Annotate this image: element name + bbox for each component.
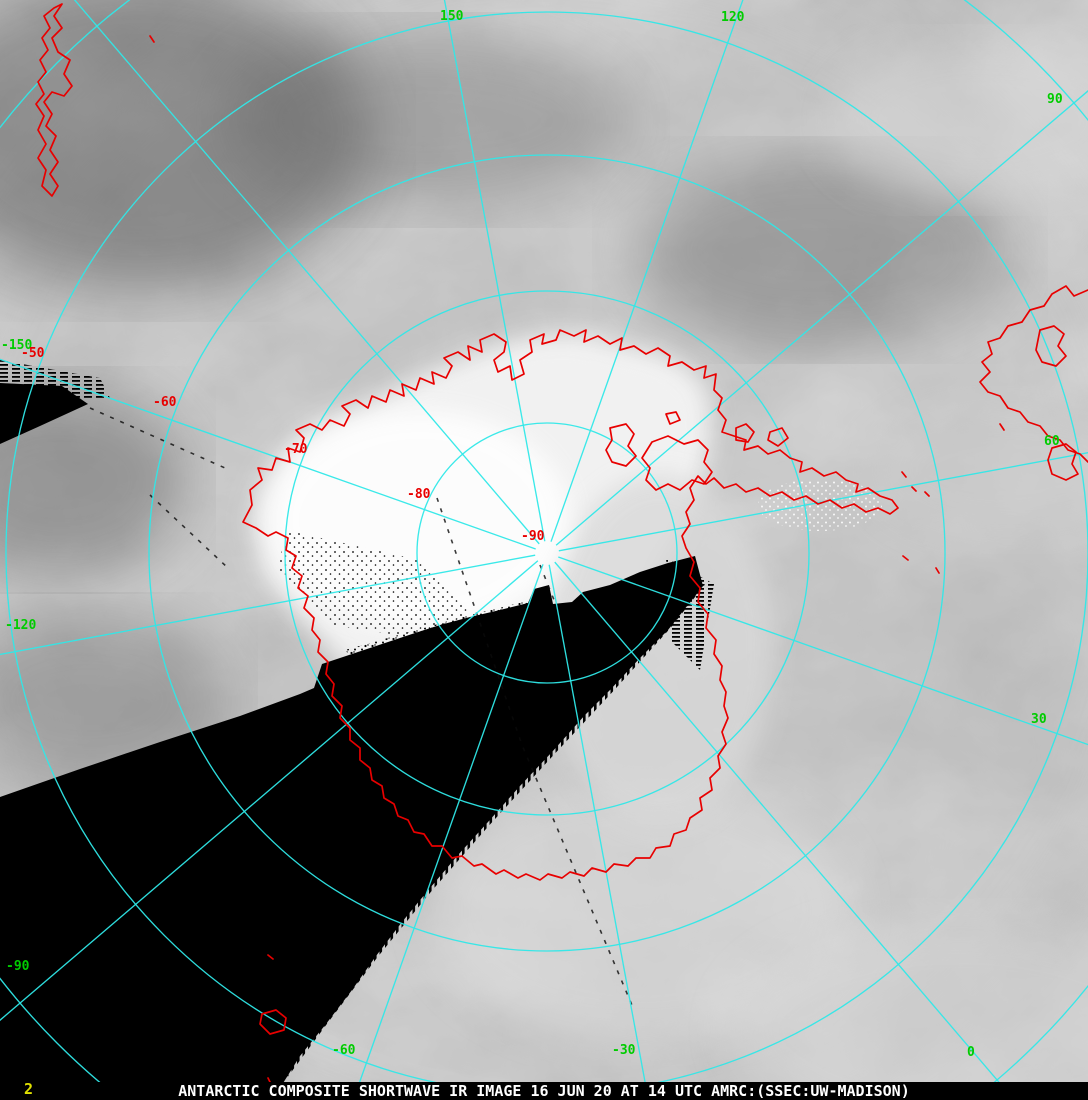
longitude-label: 120 xyxy=(721,10,745,25)
meridian-line xyxy=(548,564,646,1082)
scan-artifact-line xyxy=(149,494,229,569)
longitude-label: 0 xyxy=(967,1045,975,1060)
latitude-circle--60 xyxy=(148,154,946,952)
meridian-line xyxy=(554,561,1000,1082)
meridian-line xyxy=(0,560,539,1022)
longitude-label: 30 xyxy=(1031,712,1047,727)
peninsula-inner-coast2 xyxy=(605,423,637,467)
missing-data-swath-main xyxy=(0,556,703,1088)
upper-left-feather xyxy=(0,360,110,406)
caption-bar: ANTARCTIC COMPOSITE SHORTWAVE IR IMAGE 1… xyxy=(0,1082,1088,1100)
swath-serration-edge xyxy=(275,575,705,1077)
longitude-label: 150 xyxy=(440,9,464,24)
meridian-line xyxy=(558,556,1088,746)
meridian-line xyxy=(550,0,744,542)
meridian-line xyxy=(558,452,1088,552)
islet-mark xyxy=(999,423,1005,431)
longitude-label: -60 xyxy=(332,1043,356,1058)
latitude-circle--50 xyxy=(5,11,1088,1082)
meridian-line xyxy=(73,0,540,545)
longitude-label: -90 xyxy=(6,959,30,974)
swath-feather-tip xyxy=(666,558,714,670)
scan-artifact-line xyxy=(436,497,635,1011)
meridian-line xyxy=(358,564,544,1082)
antarctica-coastline xyxy=(242,329,899,881)
latitude-circle--80 xyxy=(416,422,678,684)
latitude-circle--70 xyxy=(284,290,810,816)
island xyxy=(665,411,681,425)
latitude-label: -50 xyxy=(21,346,45,361)
new-zealand-coastline xyxy=(35,3,73,197)
meridian-line xyxy=(443,0,546,542)
latitude-label: -90 xyxy=(521,529,545,544)
east-landmass-loop xyxy=(1035,325,1067,367)
islet-mark xyxy=(267,954,274,1082)
latitude-label: -80 xyxy=(407,487,431,502)
east-landmass-coastline xyxy=(979,285,1088,463)
latitude-label: -60 xyxy=(153,395,177,410)
longitude-label: -120 xyxy=(5,618,37,633)
coastlines xyxy=(35,3,1088,1082)
islet-mark xyxy=(149,35,155,43)
peter-island xyxy=(259,1009,287,1035)
caption-text: ANTARCTIC COMPOSITE SHORTWAVE IR IMAGE 1… xyxy=(178,1081,910,1100)
latitude-label: -70 xyxy=(284,442,308,457)
east-landmass-islet xyxy=(1047,443,1079,481)
longitude-label: 60 xyxy=(1044,434,1060,449)
meridian-line xyxy=(0,358,536,550)
longitude-label: -30 xyxy=(612,1043,636,1058)
longitude-label: -150 xyxy=(1,338,33,353)
frame-number: 2 xyxy=(24,1080,34,1098)
speckle-zone-white xyxy=(758,479,882,531)
longitude-label: 90 xyxy=(1047,92,1063,107)
island xyxy=(735,423,755,443)
islet-mark xyxy=(901,471,940,574)
speckle-zone-edge xyxy=(345,600,545,700)
scan-artifact-line xyxy=(89,407,226,469)
meridian-line xyxy=(0,554,536,656)
meridian-line xyxy=(555,90,1088,546)
peninsula-inner-coast xyxy=(641,435,713,491)
island xyxy=(767,427,789,447)
